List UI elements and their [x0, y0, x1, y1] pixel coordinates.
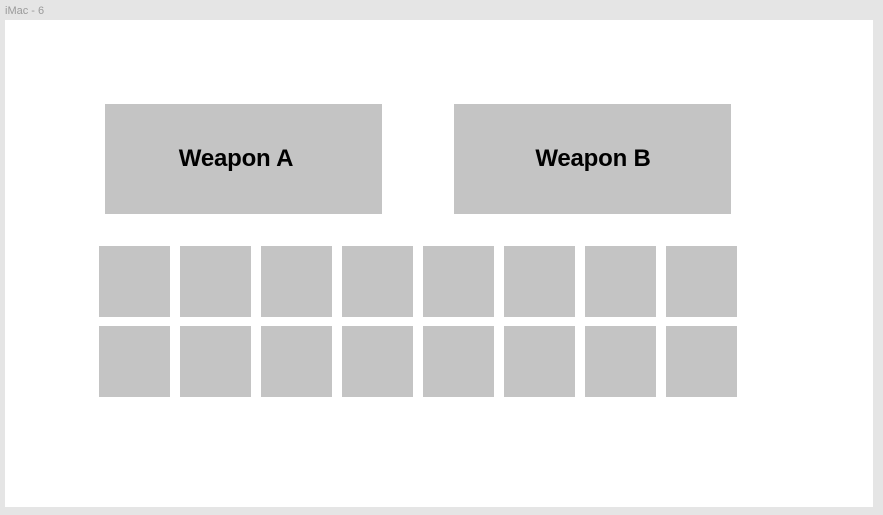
- inventory-slot-2-3[interactable]: [261, 326, 332, 397]
- inventory-grid: [99, 246, 737, 397]
- inventory-slot-2-6[interactable]: [504, 326, 575, 397]
- inventory-slot-2-5[interactable]: [423, 326, 494, 397]
- inventory-slot-1-8[interactable]: [666, 246, 737, 317]
- weapon-a-button[interactable]: Weapon A: [105, 104, 382, 214]
- inventory-slot-2-1[interactable]: [99, 326, 170, 397]
- weapon-b-button[interactable]: Weapon B: [454, 104, 731, 214]
- inventory-slot-1-1[interactable]: [99, 246, 170, 317]
- inventory-slot-1-2[interactable]: [180, 246, 251, 317]
- weapon-b-label: Weapon B: [535, 145, 651, 172]
- inventory-slot-2-4[interactable]: [342, 326, 413, 397]
- inventory-slot-1-5[interactable]: [423, 246, 494, 317]
- inventory-slot-2-2[interactable]: [180, 326, 251, 397]
- weapon-a-label: Weapon A: [178, 145, 294, 172]
- inventory-slot-1-3[interactable]: [261, 246, 332, 317]
- frame-label: iMac - 6: [5, 5, 45, 17]
- inventory-slot-2-8[interactable]: [666, 326, 737, 397]
- inventory-slot-2-7[interactable]: [585, 326, 656, 397]
- inventory-slot-1-6[interactable]: [504, 246, 575, 317]
- imac-frame: Weapon A Weapon B: [5, 20, 873, 507]
- inventory-slot-1-7[interactable]: [585, 246, 656, 317]
- inventory-slot-1-4[interactable]: [342, 246, 413, 317]
